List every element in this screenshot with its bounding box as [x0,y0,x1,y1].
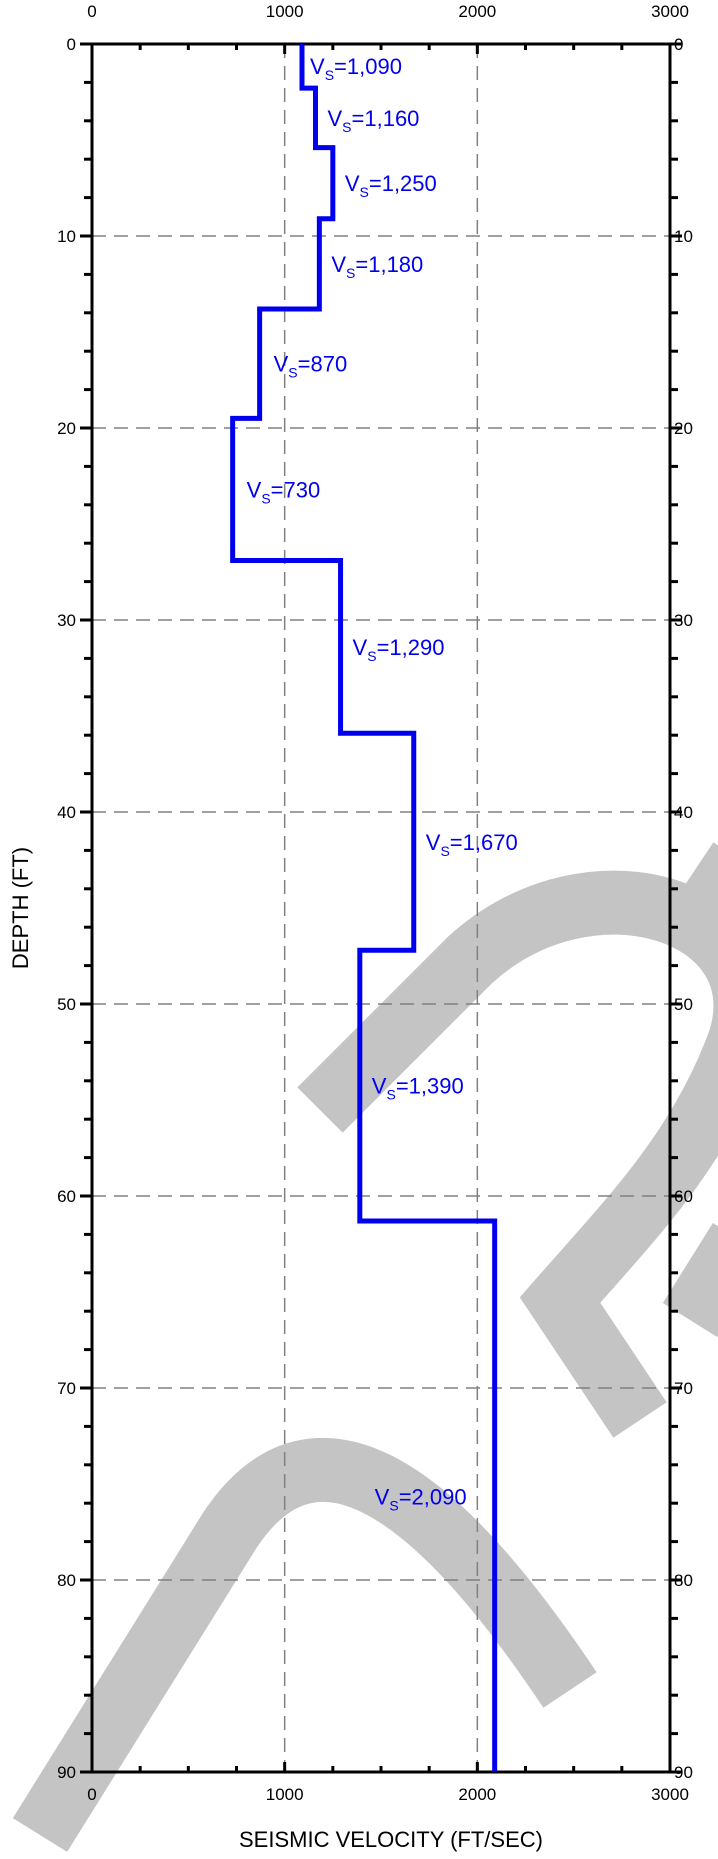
velocity-label: VS=2,090 [375,1484,467,1513]
y-axis-title: DEPTH (FT) [8,847,33,969]
y-tick-label-right: 10 [674,227,693,246]
y-tick-label-right: 30 [674,611,693,630]
y-tick-label-left: 0 [67,35,76,54]
y-tick-label-left: 10 [57,227,76,246]
x-tick-label-top: 1000 [266,2,304,21]
x-tick-label-top: 2000 [458,2,496,21]
y-tick-label-right: 0 [674,35,683,54]
watermark-stroke [297,870,718,1438]
velocity-label: VS=730 [247,477,321,506]
x-tick-label-bottom: 0 [87,1785,96,1804]
x-tick-label-top: 3000 [651,2,689,21]
velocity-label: VS=1,670 [426,830,518,859]
x-tick-label-top: 0 [87,2,96,21]
velocity-label: VS=1,250 [345,171,437,200]
y-tick-label-right: 40 [674,803,693,822]
velocity-label: VS=1,160 [327,106,419,135]
draft-watermark [12,842,718,1852]
y-tick-label-left: 30 [57,611,76,630]
x-tick-label-bottom: 3000 [651,1785,689,1804]
velocity-label: VS=1,290 [353,635,445,664]
y-tick-label-right: 90 [674,1763,693,1782]
y-tick-label-left: 80 [57,1571,76,1590]
velocity-label: VS=870 [274,352,348,381]
y-tick-label-left: 20 [57,419,76,438]
y-tick-label-right: 80 [674,1571,693,1590]
y-tick-label-left: 50 [57,995,76,1014]
y-tick-label-left: 70 [57,1379,76,1398]
velocity-label: VS=1,090 [310,54,402,83]
x-tick-label-bottom: 2000 [458,1785,496,1804]
velocity-label: VS=1,180 [331,252,423,281]
y-tick-label-right: 20 [674,419,693,438]
velocity-profile-line [230,44,498,1772]
x-tick-label-bottom: 1000 [266,1785,304,1804]
plot-frame [90,42,672,1774]
y-tick-label-right: 70 [674,1379,693,1398]
y-tick-label-right: 60 [674,1187,693,1206]
y-tick-label-left: 60 [57,1187,76,1206]
y-tick-label-right: 50 [674,995,693,1014]
watermark-stroke [673,842,718,932]
grid-lines [92,44,670,1772]
velocity-labels: VS=1,090 VS=1,160 VS=1,250 VS=1,180 VS=870 VS… [247,54,518,1513]
y-tick-label-left: 90 [57,1763,76,1782]
velocity-label: VS=1,390 [372,1074,464,1103]
watermark-stroke [662,1223,718,1337]
x-axis-title: SEISMIC VELOCITY (FT/SEC) [239,1827,543,1852]
watermark-stroke [12,1437,597,1852]
y-tick-label-left: 40 [57,803,76,822]
